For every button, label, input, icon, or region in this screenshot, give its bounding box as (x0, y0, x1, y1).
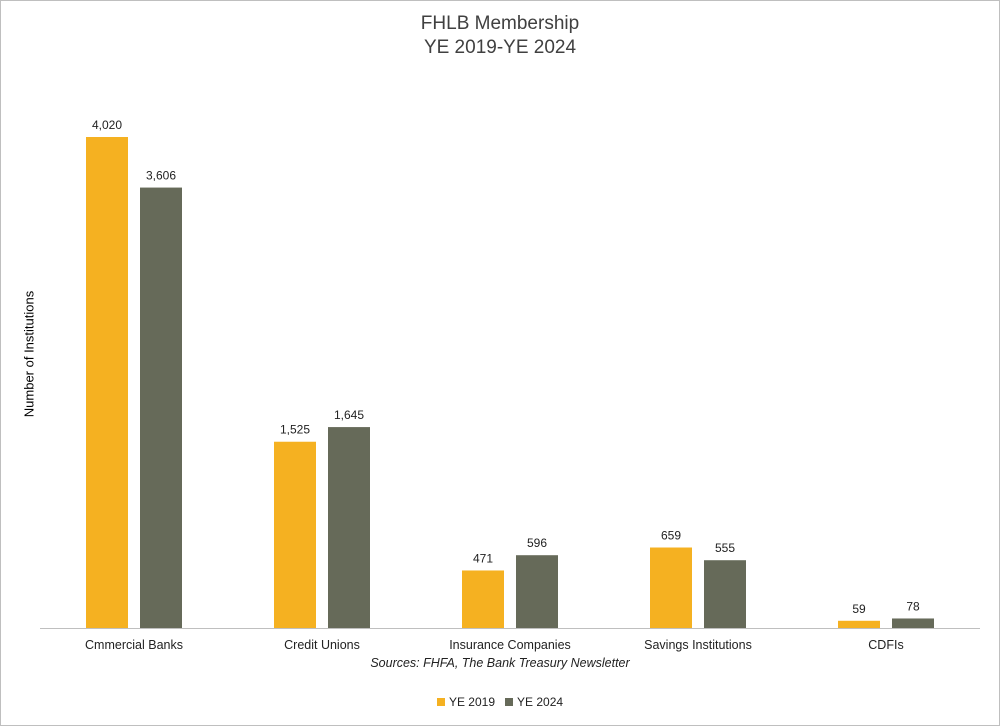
chart-title: FHLB Membership (420, 13, 580, 34)
x-tick-label-savings-institutions: Savings Institutions (644, 638, 752, 652)
legend-swatch-ye2019 (436, 698, 445, 706)
bar-cmmercial-banks-ye-2024 (140, 187, 182, 628)
data-label-credit-unions-ye-2024: 1,645 (334, 408, 364, 422)
bar-savings-institutions-ye-2019 (650, 547, 692, 628)
bar-credit-unions-ye-2019 (274, 441, 316, 628)
data-label-savings-institutions-ye-2019: 659 (661, 529, 681, 543)
data-label-insurance-companies-ye-2019: 471 (473, 551, 493, 565)
data-label-cmmercial-banks-ye-2024: 3,606 (146, 169, 176, 183)
legend-item-ye2019: YE 2019 (436, 695, 495, 709)
bar-cdfis-ye-2024 (892, 618, 934, 628)
bar-insurance-companies-ye-2019 (462, 570, 504, 628)
data-label-cdfis-ye-2019: 59 (852, 602, 866, 616)
data-label-cdfis-ye-2024: 78 (906, 599, 920, 613)
legend-swatch-ye2024 (505, 698, 513, 706)
data-label-savings-institutions-ye-2024: 555 (715, 541, 735, 555)
x-tick-label-insurance-companies: Insurance Companies (449, 638, 571, 652)
bar-insurance-companies-ye-2024 (516, 555, 558, 628)
bar-cmmercial-banks-ye-2019 (86, 137, 128, 628)
bar-credit-unions-ye-2024 (328, 427, 370, 628)
legend-label-ye2024: YE 2024 (517, 695, 564, 709)
bar-cdfis-ye-2019 (838, 620, 880, 628)
chart-subtitle: YE 2019-YE 2024 (423, 37, 577, 58)
x-tick-label-cmmercial-banks: Cmmercial Banks (85, 638, 183, 652)
source-note: Sources: FHFA, The Bank Treasury Newslet… (370, 656, 630, 670)
x-tick-label-cdfis: CDFIs (868, 638, 903, 652)
legend-label-ye2019: YE 2019 (448, 695, 495, 709)
legend: YE 2019 YE 2024 (0, 695, 1000, 709)
legend-item-ye2024: YE 2024 (505, 695, 563, 709)
bar-savings-institutions-ye-2024 (704, 560, 746, 628)
data-label-credit-unions-ye-2019: 1,525 (280, 423, 310, 437)
data-label-insurance-companies-ye-2024: 596 (527, 536, 547, 550)
x-tick-label-credit-unions: Credit Unions (284, 638, 360, 652)
data-label-cmmercial-banks-ye-2019: 4,020 (92, 118, 122, 132)
